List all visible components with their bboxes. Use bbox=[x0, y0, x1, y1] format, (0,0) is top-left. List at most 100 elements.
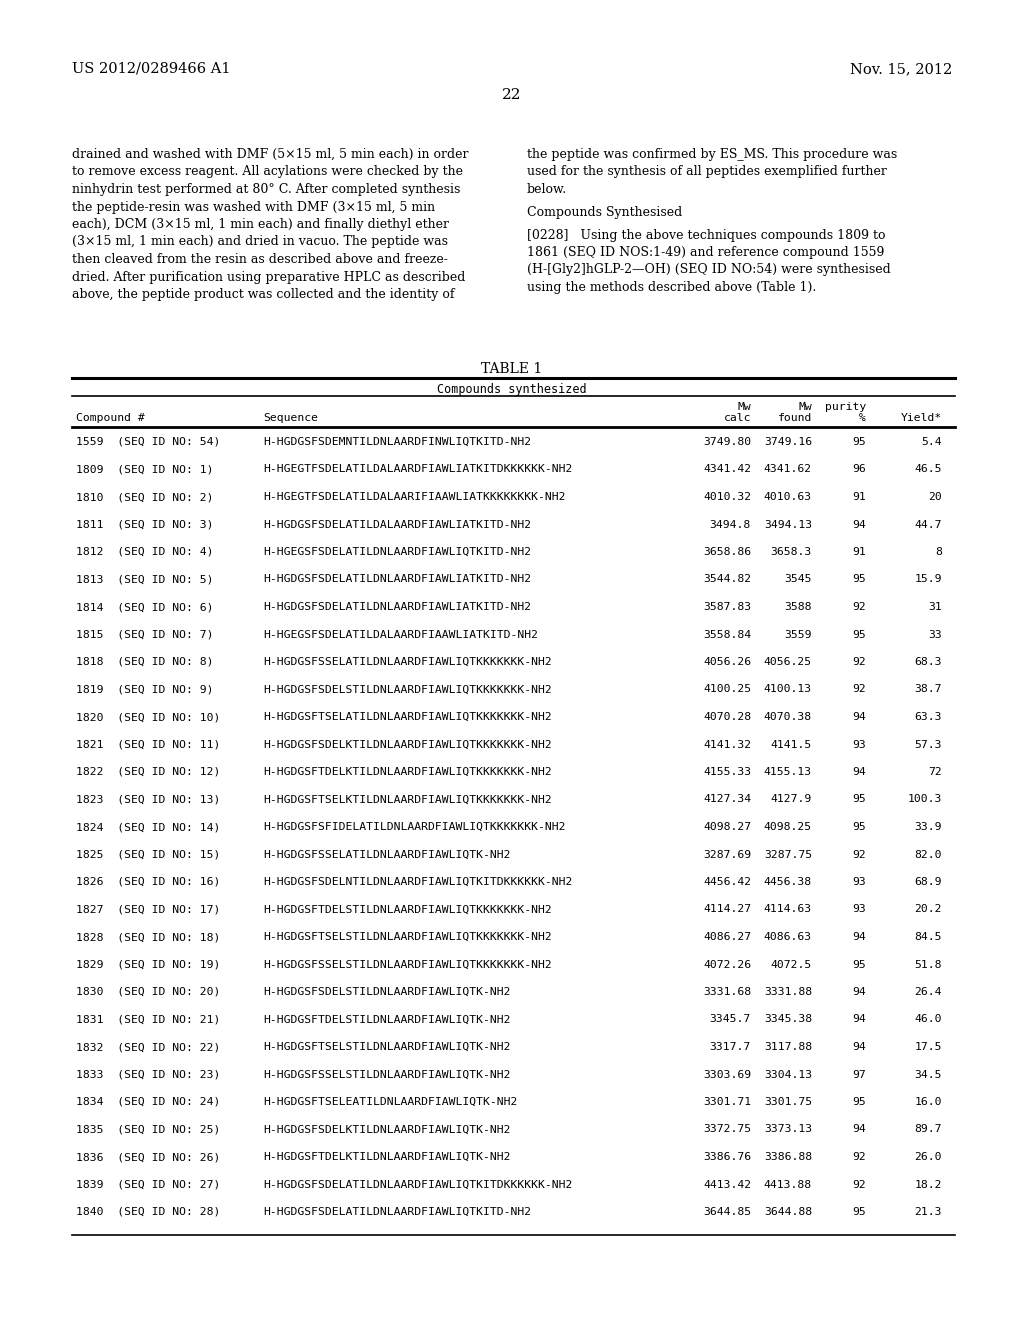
Text: 4413.88: 4413.88 bbox=[764, 1180, 812, 1189]
Text: 1835  (SEQ ID NO: 25): 1835 (SEQ ID NO: 25) bbox=[76, 1125, 220, 1134]
Text: 94: 94 bbox=[852, 1041, 866, 1052]
Text: 1839  (SEQ ID NO: 27): 1839 (SEQ ID NO: 27) bbox=[76, 1180, 220, 1189]
Text: 4098.27: 4098.27 bbox=[702, 822, 751, 832]
Text: 1821  (SEQ ID NO: 11): 1821 (SEQ ID NO: 11) bbox=[76, 739, 220, 750]
Text: 3545: 3545 bbox=[784, 574, 812, 585]
Text: 4086.63: 4086.63 bbox=[764, 932, 812, 942]
Text: Compounds synthesized: Compounds synthesized bbox=[437, 383, 587, 396]
Text: 3373.13: 3373.13 bbox=[764, 1125, 812, 1134]
Text: 4010.32: 4010.32 bbox=[702, 492, 751, 502]
Text: 17.5: 17.5 bbox=[914, 1041, 942, 1052]
Text: 4100.25: 4100.25 bbox=[702, 685, 751, 694]
Text: 1818  (SEQ ID NO: 8): 1818 (SEQ ID NO: 8) bbox=[76, 657, 213, 667]
Text: 21.3: 21.3 bbox=[914, 1206, 942, 1217]
Text: 3345.7: 3345.7 bbox=[710, 1015, 751, 1024]
Text: using the methods described above (Table 1).: using the methods described above (Table… bbox=[527, 281, 816, 294]
Text: 20: 20 bbox=[928, 492, 942, 502]
Text: H-HGDGSFTSELEATILDNLAARDFIAWLIQTK-NH2: H-HGDGSFTSELEATILDNLAARDFIAWLIQTK-NH2 bbox=[263, 1097, 517, 1107]
Text: 95: 95 bbox=[852, 1097, 866, 1107]
Text: 3644.88: 3644.88 bbox=[764, 1206, 812, 1217]
Text: 57.3: 57.3 bbox=[914, 739, 942, 750]
Text: 1814  (SEQ ID NO: 6): 1814 (SEQ ID NO: 6) bbox=[76, 602, 213, 612]
Text: 1829  (SEQ ID NO: 19): 1829 (SEQ ID NO: 19) bbox=[76, 960, 220, 969]
Text: drained and washed with DMF (5×15 ml, 5 min each) in order: drained and washed with DMF (5×15 ml, 5 … bbox=[72, 148, 469, 161]
Text: 22: 22 bbox=[502, 88, 522, 102]
Text: H-HGDGSFTSELSTILDNLAARDFIAWLIQTK-NH2: H-HGDGSFTSELSTILDNLAARDFIAWLIQTK-NH2 bbox=[263, 1041, 511, 1052]
Text: 3559: 3559 bbox=[784, 630, 812, 639]
Text: 26.4: 26.4 bbox=[914, 987, 942, 997]
Text: 4070.28: 4070.28 bbox=[702, 711, 751, 722]
Text: 4155.33: 4155.33 bbox=[702, 767, 751, 777]
Text: 3494.8: 3494.8 bbox=[710, 520, 751, 529]
Text: H-HGDGSFSDELKTILDNLAARDFIAWLIQTK-NH2: H-HGDGSFSDELKTILDNLAARDFIAWLIQTK-NH2 bbox=[263, 1125, 511, 1134]
Text: H-HGEGSFSDELATILDNLAARDFIAWLIQTKITD-NH2: H-HGEGSFSDELATILDNLAARDFIAWLIQTKITD-NH2 bbox=[263, 546, 531, 557]
Text: below.: below. bbox=[527, 183, 567, 195]
Text: H-HGDGSFSDELATILDNLAARDFIAWLIATKITD-NH2: H-HGDGSFSDELATILDNLAARDFIAWLIATKITD-NH2 bbox=[263, 602, 531, 612]
Text: 92: 92 bbox=[852, 685, 866, 694]
Text: 1833  (SEQ ID NO: 23): 1833 (SEQ ID NO: 23) bbox=[76, 1069, 220, 1080]
Text: 3345.38: 3345.38 bbox=[764, 1015, 812, 1024]
Text: 95: 95 bbox=[852, 437, 866, 447]
Text: 3644.85: 3644.85 bbox=[702, 1206, 751, 1217]
Text: 51.8: 51.8 bbox=[914, 960, 942, 969]
Text: 3372.75: 3372.75 bbox=[702, 1125, 751, 1134]
Text: 1827  (SEQ ID NO: 17): 1827 (SEQ ID NO: 17) bbox=[76, 904, 220, 915]
Text: 33: 33 bbox=[928, 630, 942, 639]
Text: H-HGDGSFSDEMNTILDNLAARDFINWLIQTKITD-NH2: H-HGDGSFSDEMNTILDNLAARDFINWLIQTKITD-NH2 bbox=[263, 437, 531, 447]
Text: Yield*: Yield* bbox=[901, 413, 942, 422]
Text: found: found bbox=[777, 413, 812, 422]
Text: H-HGDGSFTDELKTILDNLAARDFIAWLIQTK-NH2: H-HGDGSFTDELKTILDNLAARDFIAWLIQTK-NH2 bbox=[263, 1152, 511, 1162]
Text: Mw: Mw bbox=[799, 403, 812, 412]
Text: the peptide was confirmed by ES_MS. This procedure was: the peptide was confirmed by ES_MS. This… bbox=[527, 148, 897, 161]
Text: 1809  (SEQ ID NO: 1): 1809 (SEQ ID NO: 1) bbox=[76, 465, 213, 474]
Text: 4070.38: 4070.38 bbox=[764, 711, 812, 722]
Text: 3301.75: 3301.75 bbox=[764, 1097, 812, 1107]
Text: 68.9: 68.9 bbox=[914, 876, 942, 887]
Text: 38.7: 38.7 bbox=[914, 685, 942, 694]
Text: 4056.26: 4056.26 bbox=[702, 657, 751, 667]
Text: H-HGDGSFSDELKTILDNLAARDFIAWLIQTKKKKKKK-NH2: H-HGDGSFSDELKTILDNLAARDFIAWLIQTKKKKKKK-N… bbox=[263, 739, 552, 750]
Text: H-HGDGSFSSELSTILDNLAARDFIAWLIQTKKKKKKK-NH2: H-HGDGSFSSELSTILDNLAARDFIAWLIQTKKKKKKK-N… bbox=[263, 960, 552, 969]
Text: 4072.26: 4072.26 bbox=[702, 960, 751, 969]
Text: 1810  (SEQ ID NO: 2): 1810 (SEQ ID NO: 2) bbox=[76, 492, 213, 502]
Text: 16.0: 16.0 bbox=[914, 1097, 942, 1107]
Text: H-HGDGSFTSELKTILDNLAARDFIAWLIQTKKKKKKK-NH2: H-HGDGSFTSELKTILDNLAARDFIAWLIQTKKKKKKK-N… bbox=[263, 795, 552, 804]
Text: 68.3: 68.3 bbox=[914, 657, 942, 667]
Text: 5.4: 5.4 bbox=[922, 437, 942, 447]
Text: Mw: Mw bbox=[737, 403, 751, 412]
Text: 82.0: 82.0 bbox=[914, 850, 942, 859]
Text: Nov. 15, 2012: Nov. 15, 2012 bbox=[850, 62, 952, 77]
Text: 94: 94 bbox=[852, 767, 866, 777]
Text: 91: 91 bbox=[852, 492, 866, 502]
Text: H-HGDGSFTDELSTILDNLAARDFIAWLIQTKKKKKKK-NH2: H-HGDGSFTDELSTILDNLAARDFIAWLIQTKKKKKKK-N… bbox=[263, 904, 552, 915]
Text: 4010.63: 4010.63 bbox=[764, 492, 812, 502]
Text: 3304.13: 3304.13 bbox=[764, 1069, 812, 1080]
Text: each), DCM (3×15 ml, 1 min each) and finally diethyl ether: each), DCM (3×15 ml, 1 min each) and fin… bbox=[72, 218, 449, 231]
Text: 3317.7: 3317.7 bbox=[710, 1041, 751, 1052]
Text: 1820  (SEQ ID NO: 10): 1820 (SEQ ID NO: 10) bbox=[76, 711, 220, 722]
Text: 3749.80: 3749.80 bbox=[702, 437, 751, 447]
Text: US 2012/0289466 A1: US 2012/0289466 A1 bbox=[72, 62, 230, 77]
Text: 3658.3: 3658.3 bbox=[771, 546, 812, 557]
Text: H-HGEGSFSDELATILDALAARDFIAAWLIATKITD-NH2: H-HGEGSFSDELATILDALAARDFIAAWLIATKITD-NH2 bbox=[263, 630, 538, 639]
Text: TABLE 1: TABLE 1 bbox=[481, 362, 543, 376]
Text: 95: 95 bbox=[852, 574, 866, 585]
Text: H-HGEGTFSDELATILDALAARIFIAAWLIATKKKKKKKK-NH2: H-HGEGTFSDELATILDALAARIFIAAWLIATKKKKKKKK… bbox=[263, 492, 565, 502]
Text: 1826  (SEQ ID NO: 16): 1826 (SEQ ID NO: 16) bbox=[76, 876, 220, 887]
Text: 1825  (SEQ ID NO: 15): 1825 (SEQ ID NO: 15) bbox=[76, 850, 220, 859]
Text: dried. After purification using preparative HPLC as described: dried. After purification using preparat… bbox=[72, 271, 465, 284]
Text: 44.7: 44.7 bbox=[914, 520, 942, 529]
Text: 4114.27: 4114.27 bbox=[702, 904, 751, 915]
Text: 95: 95 bbox=[852, 960, 866, 969]
Text: 3287.69: 3287.69 bbox=[702, 850, 751, 859]
Text: 15.9: 15.9 bbox=[914, 574, 942, 585]
Text: 96: 96 bbox=[852, 465, 866, 474]
Text: 1831  (SEQ ID NO: 21): 1831 (SEQ ID NO: 21) bbox=[76, 1015, 220, 1024]
Text: 4127.9: 4127.9 bbox=[771, 795, 812, 804]
Text: 1813  (SEQ ID NO: 5): 1813 (SEQ ID NO: 5) bbox=[76, 574, 213, 585]
Text: 72: 72 bbox=[928, 767, 942, 777]
Text: 3386.88: 3386.88 bbox=[764, 1152, 812, 1162]
Text: 1823  (SEQ ID NO: 13): 1823 (SEQ ID NO: 13) bbox=[76, 795, 220, 804]
Text: ninhydrin test performed at 80° C. After completed synthesis: ninhydrin test performed at 80° C. After… bbox=[72, 183, 461, 195]
Text: 1840  (SEQ ID NO: 28): 1840 (SEQ ID NO: 28) bbox=[76, 1206, 220, 1217]
